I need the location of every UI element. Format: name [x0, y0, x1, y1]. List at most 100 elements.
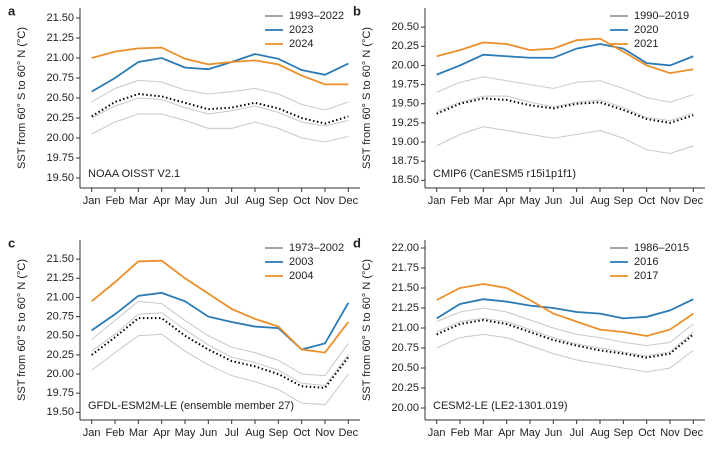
x-tick-label: Jul	[570, 195, 584, 207]
y-tick-label: 21.50	[46, 253, 74, 265]
y-tick-label: 21.00	[391, 322, 419, 334]
series-line	[91, 317, 350, 389]
legend-label: 2020	[634, 24, 658, 36]
x-tick-label: Oct	[638, 427, 655, 439]
x-tick-label: Sep	[614, 195, 634, 207]
x-tick-label: Jul	[225, 195, 239, 207]
legend-label: 2004	[289, 270, 313, 282]
annotation: GFDL-ESM2M-LE (ensemble member 27)	[88, 400, 294, 412]
series-line	[436, 97, 694, 124]
y-tick-label: 19.50	[46, 406, 74, 418]
legend-label: 2003	[289, 256, 313, 268]
y-tick-label: 19.75	[391, 79, 419, 91]
x-tick-label: Mar	[129, 195, 148, 207]
x-tick-label: Apr	[153, 427, 170, 439]
y-tick-label: 19.00	[391, 136, 419, 148]
series-line	[91, 97, 349, 127]
x-tick-label: Dec	[339, 195, 359, 207]
series-line	[91, 53, 349, 93]
legend-label: 1990–2019	[634, 10, 689, 22]
x-tick-label: May	[520, 195, 541, 207]
x-tick-label: Mar	[129, 427, 148, 439]
x-tick-label: Jun	[199, 427, 217, 439]
y-tick-label: 20.25	[391, 382, 419, 394]
series-line	[436, 317, 694, 357]
y-tick-label: 20.75	[46, 311, 74, 323]
y-tick-label: 20.50	[391, 362, 419, 374]
y-tick-label: 21.25	[391, 302, 419, 314]
y-tick-label: 20.25	[391, 40, 419, 52]
y-tick-label: 19.75	[46, 152, 74, 164]
series-line	[91, 259, 350, 354]
y-axis-label: SST from 60° S to 60° N (°C)	[361, 259, 373, 401]
legend-label: 2023	[289, 24, 313, 36]
series-line	[91, 312, 349, 387]
series-line	[436, 76, 694, 103]
panel-label: c	[8, 235, 15, 250]
x-tick-label: Feb	[106, 427, 125, 439]
y-tick-label: 18.50	[391, 174, 419, 186]
series-line	[91, 300, 349, 377]
x-tick-label: Apr	[498, 195, 515, 207]
panel-label: b	[353, 3, 361, 18]
x-tick-label: Mar	[474, 195, 493, 207]
y-tick-label: 19.50	[391, 98, 419, 110]
y-tick-label: 20.25	[46, 112, 74, 124]
x-tick-label: May	[520, 427, 541, 439]
x-tick-label: May	[175, 427, 196, 439]
x-tick-label: Dec	[339, 427, 359, 439]
annotation: CMIP6 (CanESM5 r15i1p1f1)	[433, 168, 576, 180]
series-line	[436, 43, 694, 76]
x-tick-label: Jan	[83, 195, 101, 207]
series-line	[91, 113, 349, 143]
x-tick-label: Jun	[544, 427, 562, 439]
x-tick-label: Dec	[684, 427, 704, 439]
x-tick-label: Jan	[428, 195, 446, 207]
x-tick-label: Feb	[451, 195, 470, 207]
x-tick-label: Jun	[199, 195, 217, 207]
series-line	[436, 126, 694, 155]
y-axis-label: SST from 60° S to 60° N (°C)	[361, 27, 373, 169]
legend-label: 2021	[634, 38, 658, 50]
legend-label: 2024	[289, 38, 313, 50]
y-axis-label: SST from 60° S to 60° N (°C)	[16, 27, 28, 169]
y-tick-label: 19.50	[46, 172, 74, 184]
y-tick-label: 21.25	[46, 272, 74, 284]
y-tick-label: 21.50	[391, 282, 419, 294]
y-tick-label: 20.50	[46, 330, 74, 342]
x-tick-label: May	[175, 195, 196, 207]
series-line	[91, 92, 349, 125]
y-axis-label: SST from 60° S to 60° N (°C)	[16, 259, 28, 401]
x-tick-label: Aug	[245, 195, 265, 207]
x-tick-label: Jun	[544, 195, 562, 207]
x-tick-label: Feb	[451, 427, 470, 439]
x-tick-label: Jan	[83, 427, 101, 439]
y-tick-label: 20.50	[391, 21, 419, 33]
y-tick-label: 21.25	[46, 32, 74, 44]
x-tick-label: Sep	[614, 427, 634, 439]
y-tick-label: 19.75	[46, 387, 74, 399]
y-tick-label: 21.75	[391, 262, 419, 274]
x-tick-label: Oct	[638, 195, 655, 207]
x-tick-label: Jan	[428, 427, 446, 439]
x-tick-label: Nov	[660, 427, 680, 439]
y-tick-label: 20.00	[391, 59, 419, 71]
x-tick-label: Apr	[153, 195, 170, 207]
y-tick-label: 19.25	[391, 117, 419, 129]
series-line	[436, 333, 694, 373]
y-tick-label: 21.50	[46, 12, 74, 24]
x-tick-label: Aug	[590, 195, 610, 207]
x-tick-label: Apr	[498, 427, 515, 439]
x-tick-label: Nov	[660, 195, 680, 207]
series-line	[91, 333, 349, 406]
series-line	[436, 283, 694, 337]
y-tick-label: 21.00	[46, 291, 74, 303]
y-tick-label: 20.00	[46, 368, 74, 380]
y-tick-label: 20.75	[46, 72, 74, 84]
y-tick-label: 20.00	[391, 402, 419, 414]
y-tick-label: 22.00	[391, 242, 419, 254]
legend-label: 2016	[634, 256, 658, 268]
annotation: CESM2-LE (LE2-1301.019)	[433, 400, 568, 412]
x-tick-label: Sep	[269, 195, 289, 207]
